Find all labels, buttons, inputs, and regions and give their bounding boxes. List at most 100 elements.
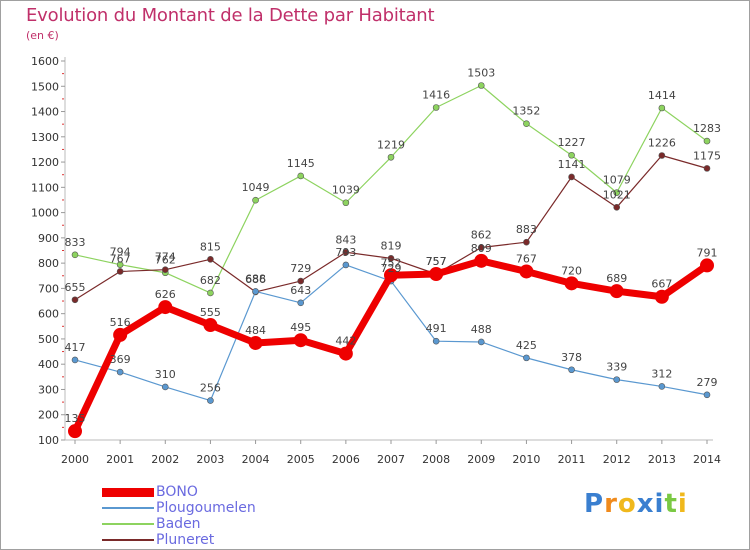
data-point-bono <box>338 346 353 361</box>
data-point-plougoumelen <box>568 366 575 374</box>
data-label-pluneret: 767 <box>110 252 131 265</box>
data-point-pluneret <box>613 203 621 211</box>
data-point-plougoumelen <box>703 391 711 399</box>
data-label-pluneret: 1021 <box>603 188 631 201</box>
data-label-plougoumelen: 279 <box>697 376 718 389</box>
data-label-plougoumelen: 688 <box>245 272 266 285</box>
x-tick-label: 2005 <box>287 453 315 466</box>
chart-title: Evolution du Montant de la Dette par Hab… <box>26 5 435 26</box>
logo-letter: i <box>654 489 665 519</box>
x-tick-label: 2012 <box>603 453 631 466</box>
legend-label: BONO <box>156 484 198 500</box>
legend-swatch <box>102 507 154 509</box>
data-point-baden <box>613 189 621 196</box>
legend-item-baden: Baden <box>102 516 201 532</box>
data-point-baden <box>342 199 350 207</box>
data-point-bono <box>384 268 398 283</box>
y-tick-label: 1400 <box>31 106 59 119</box>
data-point-pluneret <box>161 266 169 274</box>
data-label-baden: 794 <box>110 246 131 259</box>
data-point-plougoumelen <box>161 383 169 391</box>
data-point-bono <box>564 276 579 291</box>
data-label-pluneret: 819 <box>381 239 402 252</box>
y-tick-label: 1500 <box>31 80 59 93</box>
data-point-pluneret <box>658 152 666 159</box>
logo-letter: o <box>617 489 637 519</box>
legend-swatch <box>102 487 154 497</box>
data-point-pluneret <box>387 255 395 262</box>
data-label-plougoumelen: 256 <box>200 382 221 395</box>
data-point-baden <box>71 251 79 259</box>
legend-label: Baden <box>156 516 201 532</box>
data-label-baden: 833 <box>65 236 86 249</box>
data-point-baden <box>523 120 530 127</box>
data-label-pluneret: 1226 <box>648 136 676 149</box>
data-point-plougoumelen <box>252 288 259 295</box>
data-label-baden: 1414 <box>648 89 676 102</box>
data-point-plougoumelen <box>613 376 621 383</box>
data-label-baden: 1145 <box>287 157 315 170</box>
data-point-plougoumelen <box>71 356 79 364</box>
data-point-plougoumelen <box>116 368 124 376</box>
data-point-bono <box>248 335 263 350</box>
logo-letter: t <box>664 489 678 519</box>
data-label-bono: 626 <box>155 288 176 301</box>
data-label-plougoumelen: 417 <box>65 341 86 354</box>
y-tick-label: 1100 <box>31 181 59 194</box>
y-tick-label: 900 <box>38 232 59 245</box>
data-label-bono: 495 <box>290 321 311 334</box>
x-tick-label: 2007 <box>377 453 405 466</box>
x-tick-label: 2009 <box>467 453 495 466</box>
data-point-baden <box>432 104 440 111</box>
x-tick-label: 2013 <box>648 453 676 466</box>
data-label-bono: 555 <box>200 306 221 319</box>
data-label-plougoumelen: 312 <box>651 367 672 380</box>
data-label-pluneret: 655 <box>65 281 86 294</box>
x-tick-label: 2011 <box>558 453 586 466</box>
data-label-bono: 757 <box>426 255 447 268</box>
y-tick-label: 1300 <box>31 131 59 144</box>
data-label-baden: 762 <box>155 254 176 267</box>
data-label-pluneret: 1141 <box>558 158 586 171</box>
y-tick-label: 300 <box>38 383 59 396</box>
data-label-baden: 1219 <box>377 138 405 151</box>
data-point-plougoumelen <box>658 383 666 390</box>
data-label-baden: 682 <box>200 274 221 287</box>
data-point-bono <box>700 258 714 273</box>
y-tick-label: 1200 <box>31 156 59 169</box>
data-label-pluneret: 729 <box>290 262 311 275</box>
x-tick-label: 2002 <box>151 453 179 466</box>
data-label-plougoumelen: 491 <box>426 322 447 335</box>
legend-label: Pluneret <box>156 532 215 548</box>
legend-label: Plougoumelen <box>156 500 256 516</box>
data-point-baden <box>207 289 214 297</box>
x-tick-label: 2014 <box>693 453 721 466</box>
data-point-bono <box>113 327 128 342</box>
chart-series <box>68 82 714 439</box>
data-label-bono: 442 <box>335 335 356 348</box>
legend-swatch <box>102 523 154 525</box>
legend-swatch <box>102 539 154 541</box>
data-label-pluneret: 1175 <box>693 149 721 162</box>
data-label-bono: 720 <box>561 264 582 277</box>
data-label-pluneret: 815 <box>200 240 221 253</box>
data-label-baden: 1416 <box>422 88 450 101</box>
data-point-plougoumelen <box>523 354 530 362</box>
data-label-baden: 1352 <box>512 105 540 118</box>
y-tick-label: 200 <box>38 409 59 422</box>
data-point-baden <box>477 82 485 89</box>
legend-item-plougoumelen: Plougoumelen <box>102 500 256 516</box>
data-label-plougoumelen: 378 <box>561 351 582 364</box>
data-label-pluneret: 757 <box>426 255 447 268</box>
x-tick-label: 2006 <box>332 453 360 466</box>
data-label-baden: 1227 <box>558 136 586 149</box>
data-point-baden <box>658 104 666 112</box>
chart-axes: 100 200 300 400 500 600 700 800 900 1000 1100 1200 1… <box>31 55 721 466</box>
data-label-bono: 689 <box>606 272 627 285</box>
data-label-plougoumelen: 310 <box>155 368 176 381</box>
data-label-plougoumelen: 339 <box>606 361 627 374</box>
y-tick-label: 700 <box>38 282 59 295</box>
data-label-baden: 1039 <box>332 184 360 197</box>
data-label-baden: 1049 <box>242 181 270 194</box>
data-label-plougoumelen: 488 <box>471 323 492 336</box>
